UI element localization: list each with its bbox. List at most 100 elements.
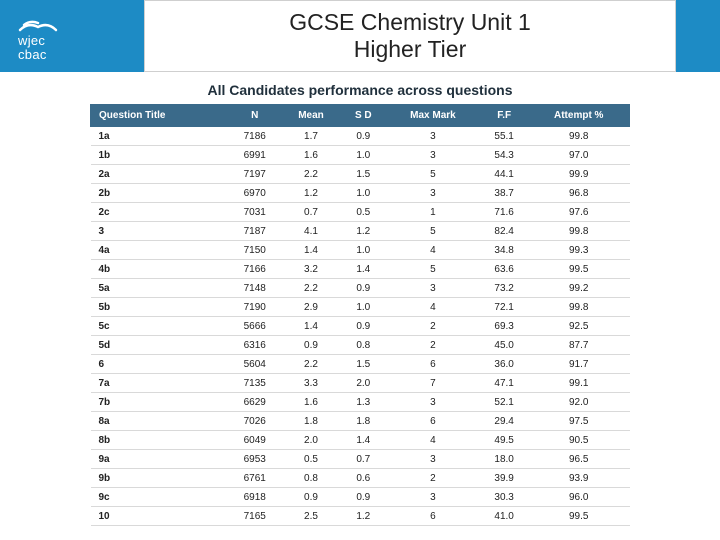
data-cell: 1.0 (341, 241, 386, 260)
data-cell: 7187 (229, 222, 282, 241)
data-cell: 0.7 (281, 203, 341, 222)
data-cell: 52.1 (480, 393, 528, 412)
question-title-cell: 5a (91, 279, 229, 298)
data-cell: 0.8 (341, 336, 386, 355)
question-title-cell: 8b (91, 431, 229, 450)
question-title-cell: 1a (91, 127, 229, 146)
data-cell: 2 (386, 336, 481, 355)
data-cell: 96.8 (528, 184, 630, 203)
data-cell: 4 (386, 431, 481, 450)
data-cell: 4 (386, 298, 481, 317)
data-cell: 0.9 (281, 336, 341, 355)
data-cell: 55.1 (480, 127, 528, 146)
data-cell: 7135 (229, 374, 282, 393)
data-cell: 7150 (229, 241, 282, 260)
table-row: 4a71501.41.0434.899.3 (91, 241, 630, 260)
table-row: 1a71861.70.9355.199.8 (91, 127, 630, 146)
logo-text-line1: wjec (18, 34, 58, 48)
data-cell: 7186 (229, 127, 282, 146)
data-cell: 6049 (229, 431, 282, 450)
brand-logo: wjec cbac (18, 10, 58, 61)
data-cell: 2.0 (281, 431, 341, 450)
column-header: Attempt % (528, 105, 630, 127)
data-cell: 7197 (229, 165, 282, 184)
data-cell: 72.1 (480, 298, 528, 317)
data-cell: 5 (386, 260, 481, 279)
page-title-line2: Higher Tier (354, 36, 466, 63)
question-title-cell: 7b (91, 393, 229, 412)
data-cell: 97.0 (528, 146, 630, 165)
data-cell: 1.4 (281, 241, 341, 260)
data-cell: 1.8 (341, 412, 386, 431)
data-cell: 91.7 (528, 355, 630, 374)
data-cell: 7031 (229, 203, 282, 222)
data-cell: 0.9 (341, 317, 386, 336)
data-cell: 6991 (229, 146, 282, 165)
question-title-cell: 8a (91, 412, 229, 431)
data-cell: 5 (386, 165, 481, 184)
data-cell: 6 (386, 412, 481, 431)
table-row: 9a69530.50.7318.096.5 (91, 450, 630, 469)
data-cell: 7165 (229, 507, 282, 526)
data-cell: 3 (386, 279, 481, 298)
data-cell: 3 (386, 184, 481, 203)
data-cell: 6629 (229, 393, 282, 412)
column-header: F.F (480, 105, 528, 127)
data-cell: 2.9 (281, 298, 341, 317)
data-cell: 6970 (229, 184, 282, 203)
logo-text-line2: cbac (18, 48, 58, 62)
table-row: 7a71353.32.0747.199.1 (91, 374, 630, 393)
table-container: All Candidates performance across questi… (0, 72, 720, 526)
data-cell: 1 (386, 203, 481, 222)
data-cell: 2 (386, 317, 481, 336)
data-cell: 2.2 (281, 279, 341, 298)
data-cell: 1.0 (341, 298, 386, 317)
column-header: Mean (281, 105, 341, 127)
data-cell: 1.0 (341, 184, 386, 203)
data-cell: 96.5 (528, 450, 630, 469)
data-cell: 3 (386, 127, 481, 146)
data-cell: 99.8 (528, 222, 630, 241)
table-row: 8a70261.81.8629.497.5 (91, 412, 630, 431)
table-row: 2b69701.21.0338.796.8 (91, 184, 630, 203)
data-cell: 1.6 (281, 393, 341, 412)
data-cell: 63.6 (480, 260, 528, 279)
performance-table: Question TitleNMeanS DMax MarkF.FAttempt… (90, 104, 630, 526)
data-cell: 6953 (229, 450, 282, 469)
data-cell: 1.4 (281, 317, 341, 336)
column-header: Max Mark (386, 105, 481, 127)
data-cell: 73.2 (480, 279, 528, 298)
table-row: 2c70310.70.5171.697.6 (91, 203, 630, 222)
table-header: Question TitleNMeanS DMax MarkF.FAttempt… (91, 105, 630, 127)
column-header: N (229, 105, 282, 127)
question-title-cell: 9b (91, 469, 229, 488)
table-body: 1a71861.70.9355.199.81b69911.61.0354.397… (91, 127, 630, 526)
data-cell: 3 (386, 146, 481, 165)
table-row: 9c69180.90.9330.396.0 (91, 488, 630, 507)
data-cell: 99.5 (528, 260, 630, 279)
table-row: 371874.11.2582.499.8 (91, 222, 630, 241)
data-cell: 2.5 (281, 507, 341, 526)
data-cell: 99.9 (528, 165, 630, 184)
data-cell: 82.4 (480, 222, 528, 241)
data-cell: 0.7 (341, 450, 386, 469)
data-cell: 7148 (229, 279, 282, 298)
question-title-cell: 4a (91, 241, 229, 260)
table-row: 5a71482.20.9373.299.2 (91, 279, 630, 298)
data-cell: 71.6 (480, 203, 528, 222)
question-title-cell: 5d (91, 336, 229, 355)
table-row: 2a71972.21.5544.199.9 (91, 165, 630, 184)
data-cell: 30.3 (480, 488, 528, 507)
question-title-cell: 1b (91, 146, 229, 165)
data-cell: 0.9 (341, 127, 386, 146)
data-cell: 99.5 (528, 507, 630, 526)
question-title-cell: 5c (91, 317, 229, 336)
question-title-cell: 7a (91, 374, 229, 393)
data-cell: 1.3 (341, 393, 386, 412)
data-cell: 0.9 (281, 488, 341, 507)
data-cell: 0.5 (341, 203, 386, 222)
table-row: 8b60492.01.4449.590.5 (91, 431, 630, 450)
data-cell: 1.5 (341, 165, 386, 184)
table-caption: All Candidates performance across questi… (90, 82, 630, 98)
page-title-line1: GCSE Chemistry Unit 1 (289, 9, 531, 36)
